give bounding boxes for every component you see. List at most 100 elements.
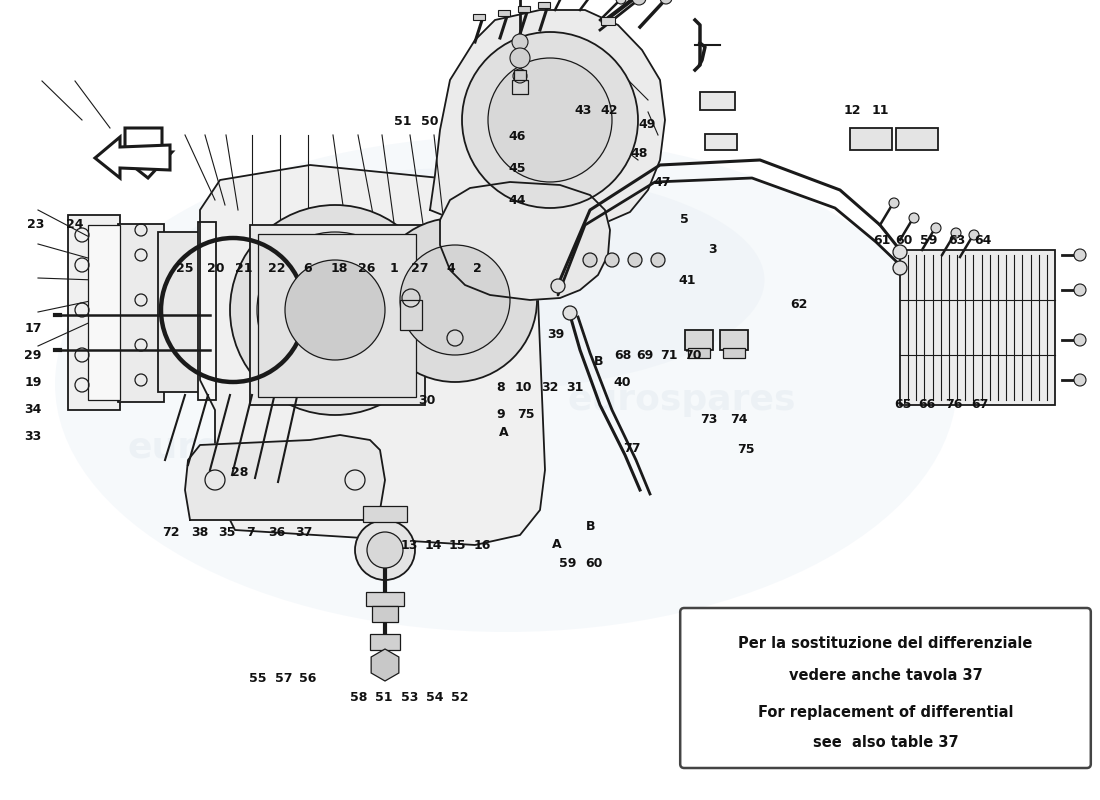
Circle shape: [1074, 374, 1086, 386]
Text: 27: 27: [411, 262, 429, 274]
Circle shape: [563, 306, 578, 320]
Text: 60: 60: [895, 234, 913, 246]
Bar: [158, 232, 213, 392]
Text: 34: 34: [24, 403, 42, 416]
Polygon shape: [430, 10, 666, 232]
Text: 22: 22: [268, 262, 286, 274]
Text: 30: 30: [418, 394, 436, 406]
Polygon shape: [116, 128, 172, 178]
Bar: [258, 234, 416, 397]
Text: 25: 25: [176, 262, 194, 274]
Text: B: B: [594, 355, 603, 368]
Text: eurospares: eurospares: [128, 431, 356, 465]
Text: 40: 40: [614, 376, 631, 389]
Text: 37: 37: [295, 526, 312, 539]
Text: 18: 18: [330, 262, 348, 274]
Bar: [370, 634, 400, 650]
Circle shape: [893, 245, 907, 259]
Text: see  also table 37: see also table 37: [813, 735, 958, 750]
Text: 57: 57: [275, 672, 293, 685]
Circle shape: [551, 279, 565, 293]
Text: A: A: [552, 538, 561, 550]
Text: 6: 6: [304, 262, 312, 274]
Text: 76: 76: [945, 398, 962, 411]
Text: vedere anche tavola 37: vedere anche tavola 37: [789, 669, 982, 683]
Circle shape: [512, 34, 528, 50]
Text: 11: 11: [871, 104, 889, 117]
Text: 52: 52: [451, 691, 469, 704]
Text: For replacement of differential: For replacement of differential: [758, 705, 1013, 719]
Text: 36: 36: [268, 526, 286, 539]
Bar: [198, 222, 216, 400]
Text: 46: 46: [508, 130, 526, 142]
Bar: [518, 6, 530, 12]
Circle shape: [616, 0, 626, 4]
Text: Per la sostituzione del differenziale: Per la sostituzione del differenziale: [738, 637, 1033, 651]
Text: 41: 41: [679, 274, 696, 286]
Circle shape: [230, 205, 440, 415]
Text: 3: 3: [708, 243, 717, 256]
Bar: [896, 128, 938, 150]
Polygon shape: [200, 165, 544, 545]
Circle shape: [373, 218, 537, 382]
Text: 77: 77: [623, 442, 640, 454]
Ellipse shape: [160, 168, 764, 392]
Bar: [900, 250, 1055, 405]
Circle shape: [651, 253, 666, 267]
Text: 48: 48: [630, 147, 648, 160]
Text: 16: 16: [473, 539, 491, 552]
Text: A: A: [499, 426, 508, 438]
Text: 45: 45: [508, 162, 526, 174]
Bar: [118, 224, 164, 402]
Text: 14: 14: [425, 539, 442, 552]
Circle shape: [889, 198, 899, 208]
Text: 59: 59: [920, 234, 937, 246]
Text: 32: 32: [541, 381, 559, 394]
Circle shape: [952, 228, 961, 238]
Text: 71: 71: [660, 349, 678, 362]
Text: 53: 53: [400, 691, 418, 704]
Text: 20: 20: [207, 262, 224, 274]
Text: 23: 23: [26, 218, 44, 230]
Text: 63: 63: [948, 234, 966, 246]
Circle shape: [969, 230, 979, 240]
Bar: [685, 330, 713, 350]
Text: 42: 42: [601, 104, 618, 117]
Circle shape: [355, 520, 415, 580]
Circle shape: [628, 253, 642, 267]
Bar: [705, 134, 737, 150]
Text: 12: 12: [844, 104, 861, 117]
Text: 54: 54: [426, 691, 443, 704]
Polygon shape: [440, 182, 610, 300]
Polygon shape: [95, 137, 170, 178]
Bar: [363, 506, 407, 522]
Text: 4: 4: [447, 262, 455, 274]
Bar: [372, 606, 398, 622]
Text: 64: 64: [975, 234, 992, 246]
Polygon shape: [185, 435, 385, 520]
Text: 28: 28: [231, 466, 249, 478]
Text: 51: 51: [375, 691, 393, 704]
Circle shape: [909, 213, 918, 223]
Text: 38: 38: [191, 526, 209, 539]
Text: 47: 47: [653, 176, 671, 189]
Bar: [366, 592, 404, 606]
Text: 33: 33: [24, 430, 42, 443]
Text: 73: 73: [700, 413, 717, 426]
Text: 74: 74: [730, 413, 748, 426]
Circle shape: [1074, 284, 1086, 296]
Text: 56: 56: [299, 672, 317, 685]
Bar: [688, 348, 710, 358]
Text: 50: 50: [421, 115, 439, 128]
Text: 75: 75: [737, 443, 755, 456]
Text: 1: 1: [389, 262, 398, 274]
Text: 26: 26: [358, 262, 375, 274]
Text: 65: 65: [894, 398, 912, 411]
Text: 43: 43: [574, 104, 592, 117]
Bar: [68, 215, 120, 410]
Bar: [514, 70, 526, 80]
Circle shape: [447, 330, 463, 346]
Bar: [400, 300, 422, 330]
Circle shape: [931, 223, 940, 233]
Text: 75: 75: [517, 408, 535, 421]
